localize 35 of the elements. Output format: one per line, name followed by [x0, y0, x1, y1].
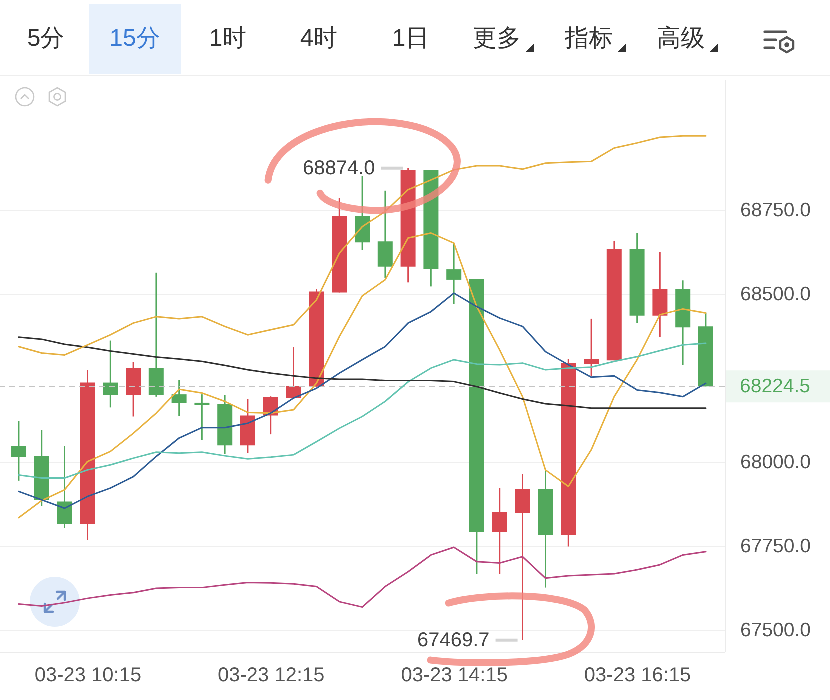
text: 1日: [391, 24, 431, 54]
y-tick-label: 68500.0: [740, 284, 812, 306]
line-series: [18, 232, 707, 519]
text: 更多: [472, 24, 522, 54]
candlestick: [446, 242, 462, 306]
text: 指标: [564, 24, 614, 54]
candlestick: [584, 318, 599, 377]
x-tick-label: 03-23 14:15: [401, 664, 508, 686]
candlestick: [194, 394, 210, 441]
candlestick: [286, 346, 302, 399]
candlestick: [12, 420, 27, 482]
line-series: [18, 342, 707, 479]
y-tick-label: 67500.0: [740, 620, 812, 642]
candlestick: [492, 488, 508, 575]
candlestick: [515, 474, 530, 642]
y-tick-label: 68750.0: [740, 200, 812, 222]
text: 1时: [208, 24, 248, 54]
candlestick: [103, 340, 118, 408]
text: 高级: [656, 24, 706, 54]
text: 4时: [299, 24, 339, 54]
ref-line-label: 68224.5: [740, 376, 811, 398]
line-series: [18, 546, 707, 608]
annotation: 68874.0: [303, 157, 376, 180]
candlestick: [172, 379, 187, 417]
line-series: [18, 135, 707, 356]
x-tick-label: 03-23 16:15: [584, 664, 692, 686]
x-tick-label: 03-23 12:15: [218, 664, 325, 686]
line-series: [18, 336, 707, 410]
y-tick-label: 68000.0: [740, 452, 812, 474]
candlestick: [57, 445, 72, 530]
annotation: 67469.7: [418, 629, 490, 652]
text: 15分: [89, 4, 181, 74]
y-tick-label: 67750.0: [740, 536, 812, 558]
text: 5分: [26, 24, 66, 54]
x-tick-label: 03-23 10:15: [34, 664, 142, 686]
